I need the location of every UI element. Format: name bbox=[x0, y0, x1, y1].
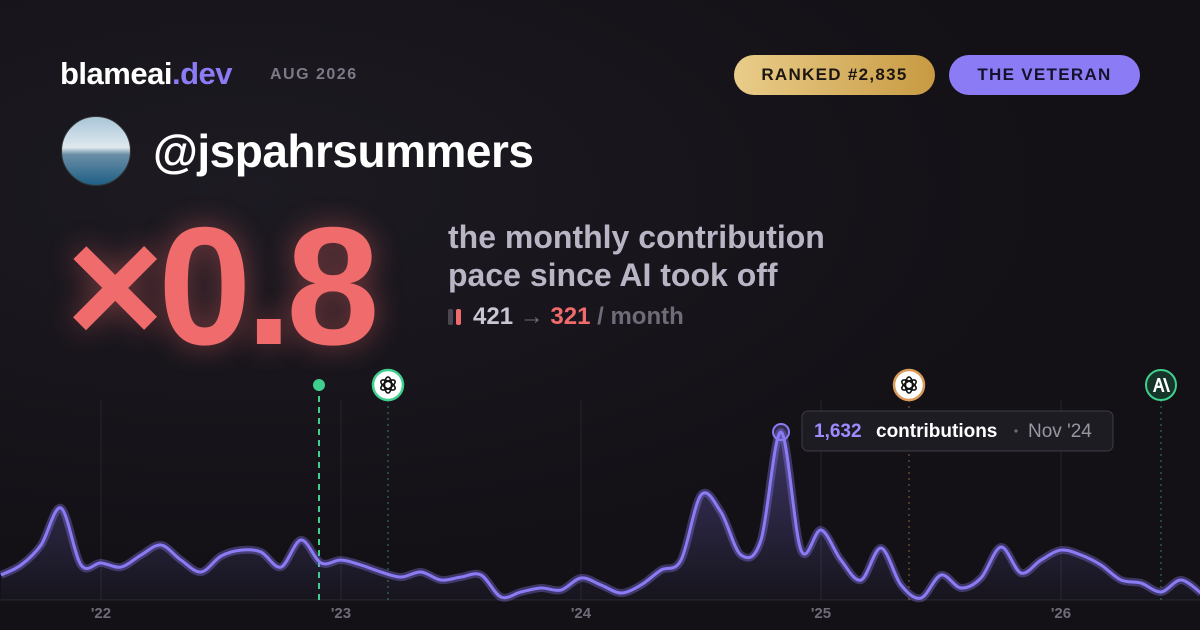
x-tick-label: '22 bbox=[91, 605, 111, 622]
x-tick-label: '25 bbox=[811, 605, 831, 622]
anthropic-icon bbox=[1145, 369, 1177, 401]
arrow: → bbox=[519, 303, 544, 330]
x-tick-label: '23 bbox=[331, 605, 351, 622]
after: 321 bbox=[550, 303, 591, 330]
brand-suffix: .dev bbox=[171, 56, 233, 91]
line bbox=[0, 430, 1200, 600]
area bbox=[1, 431, 1200, 600]
unit: / month bbox=[597, 303, 684, 330]
openai-icon bbox=[371, 368, 405, 402]
description: the monthly contribution pace since AI t… bbox=[448, 219, 825, 293]
handle: @jspahrsummers bbox=[153, 125, 534, 177]
icon bbox=[448, 309, 453, 325]
x-tick-label: '24 bbox=[571, 605, 592, 622]
brand-name: blameai bbox=[60, 56, 172, 91]
openai-icon bbox=[892, 368, 926, 402]
multiplier: ×0.8 bbox=[66, 192, 380, 380]
tooltip-box bbox=[801, 410, 1114, 452]
date: AUG 2026 bbox=[270, 66, 358, 83]
x-tick-label: '26 bbox=[1051, 605, 1071, 622]
chart: '22 '23 '24 '25 '26 1,632 contributions Nov … bbox=[0, 368, 1200, 622]
rank-badge: RANKED #2,835 bbox=[734, 55, 935, 95]
title-badge: THE VETERAN bbox=[949, 55, 1140, 95]
tooltip-date: Nov '24 bbox=[1028, 421, 1092, 442]
pace: 421 → 321 / month bbox=[448, 303, 684, 331]
before: 421 bbox=[473, 303, 514, 330]
event-dot bbox=[313, 379, 325, 391]
tooltip-value: 1,632 bbox=[814, 421, 862, 442]
highlight-point bbox=[772, 423, 790, 441]
tooltip: 1,632 contributions Nov '24 bbox=[801, 410, 1114, 452]
avatar bbox=[61, 116, 131, 186]
icon bbox=[456, 309, 461, 325]
brand: blameai.dev bbox=[60, 56, 232, 92]
separator bbox=[1014, 429, 1018, 433]
tooltip-unit: contributions bbox=[876, 421, 997, 442]
